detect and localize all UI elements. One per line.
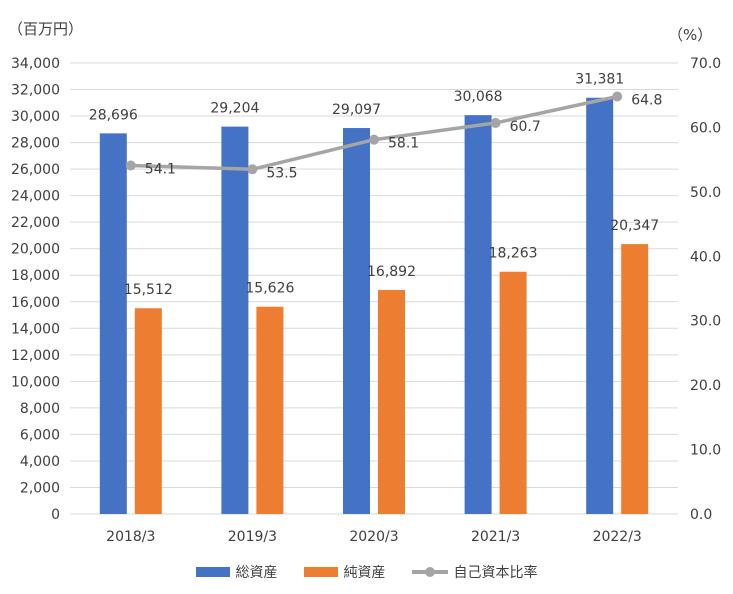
y-left-tick-label: 10,000 (11, 374, 60, 390)
y-right-tick-label: 30.0 (690, 314, 721, 330)
y-left-tick-label: 18,000 (11, 268, 60, 284)
bar-total-assets (221, 126, 249, 515)
y-left-tick-label: 8,000 (20, 401, 60, 417)
x-tick-label: 2020/3 (349, 529, 398, 545)
left-axis-unit: （百万円） (8, 20, 84, 38)
y-right-tick-label: 60.0 (690, 120, 721, 136)
y-right-tick-label: 40.0 (690, 249, 721, 265)
data-label-net-assets: 16,892 (367, 264, 416, 280)
data-label-equity-ratio: 60.7 (510, 119, 541, 135)
y-left-tick-label: 0 (51, 507, 60, 523)
bar-total-assets (586, 97, 614, 514)
y-left-tick-label: 16,000 (11, 295, 60, 311)
data-label-equity-ratio: 53.5 (266, 165, 297, 181)
right-axis-unit: （%） (668, 26, 713, 44)
y-right-tick-label: 50.0 (690, 185, 721, 201)
bar-total-assets (343, 128, 370, 514)
legend-swatch-net-assets (303, 567, 338, 577)
legend-swatch-equity-ratio (411, 567, 448, 577)
y-left-tick-label: 32,000 (11, 83, 60, 99)
point-equity-ratio (125, 160, 136, 171)
point-equity-ratio (247, 164, 258, 175)
data-label-equity-ratio: 54.1 (145, 161, 176, 177)
point-equity-ratio (369, 134, 379, 145)
point-equity-ratio (612, 91, 623, 102)
y-right-tick-label: 10.0 (690, 443, 721, 459)
data-label-total-assets: 31,381 (575, 72, 624, 88)
y-left-tick-label: 22,000 (11, 215, 60, 231)
y-left-tick-label: 4,000 (20, 454, 60, 470)
y-left-tick-label: 26,000 (11, 162, 60, 178)
data-label-net-assets: 15,626 (245, 281, 294, 297)
y-left-tick-label: 24,000 (11, 189, 60, 205)
bar-total-assets (99, 133, 127, 514)
bar-net-assets (621, 244, 649, 514)
y-left-tick-label: 14,000 (11, 321, 60, 337)
point-equity-ratio (490, 117, 501, 128)
legend-item-net-assets: 純資産 (303, 562, 386, 582)
y-left-tick-label: 20,000 (11, 242, 60, 258)
y-left-tick-label: 30,000 (11, 109, 60, 125)
x-tick-label: 2022/3 (593, 529, 642, 545)
data-label-net-assets: 18,263 (489, 246, 538, 262)
data-label-net-assets: 20,347 (610, 218, 659, 234)
chart-legend: 総資産 純資産 自己資本比率 (0, 562, 733, 582)
y-left-tick-label: 34,000 (11, 56, 60, 72)
data-label-total-assets: 28,696 (89, 107, 138, 123)
bar-net-assets (499, 271, 527, 514)
bar-net-assets (256, 306, 284, 514)
y-left-tick-label: 2,000 (20, 480, 60, 496)
y-right-tick-label: 20.0 (690, 378, 721, 394)
x-tick-label: 2018/3 (106, 529, 155, 545)
combo-chart: 0 2,000 4,000 6,000 8,000 10,000 12,000 14,000 1… (11, 56, 721, 545)
data-label-equity-ratio: 58.1 (388, 136, 419, 152)
data-label-equity-ratio: 64.8 (631, 93, 662, 109)
y-left-tick-label: 6,000 (20, 427, 60, 443)
legend-item-total-assets: 総資産 (195, 562, 278, 582)
y-left-tick-label: 28,000 (11, 136, 60, 152)
legend-label-equity-ratio: 自己資本比率 (453, 565, 538, 581)
data-label-total-assets: 29,097 (332, 102, 381, 118)
data-label-total-assets: 29,204 (210, 101, 259, 117)
x-tick-label: 2019/3 (228, 529, 277, 545)
bar-net-assets (378, 289, 405, 514)
legend-label-net-assets: 純資産 (343, 565, 386, 581)
legend-swatch-total-assets (195, 567, 230, 577)
x-tick-label: 2021/3 (471, 529, 520, 545)
data-label-total-assets: 30,068 (454, 89, 503, 105)
y-right-tick-label: 0.0 (690, 507, 712, 523)
bar-net-assets (134, 308, 162, 514)
y-right-tick-label: 70.0 (690, 56, 721, 72)
data-label-net-assets: 15,512 (124, 282, 173, 298)
legend-item-equity-ratio: 自己資本比率 (411, 562, 538, 582)
bar-total-assets (464, 115, 492, 514)
legend-label-total-assets: 総資産 (235, 565, 278, 581)
y-left-tick-label: 12,000 (11, 348, 60, 364)
